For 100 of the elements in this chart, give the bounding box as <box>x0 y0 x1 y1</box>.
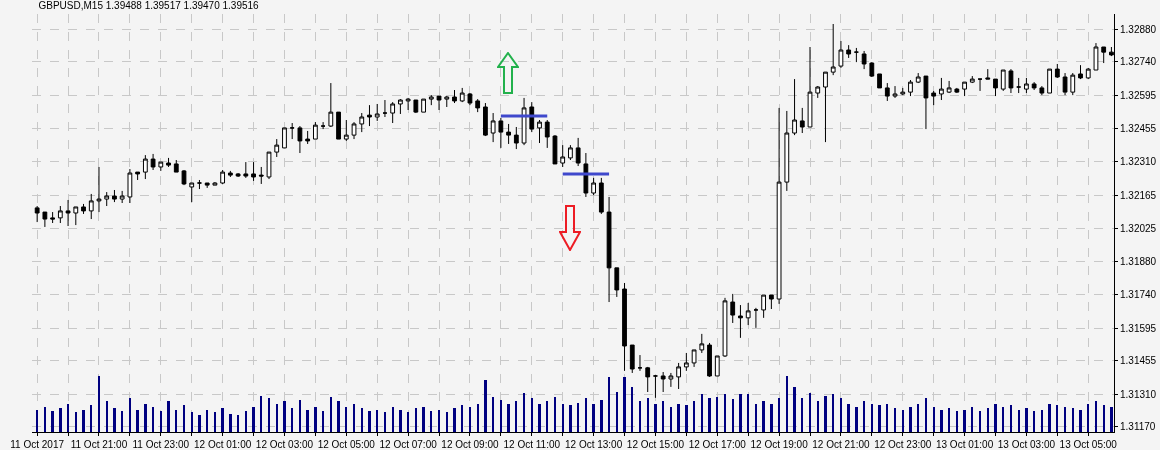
candlestick <box>622 282 627 372</box>
candlestick <box>513 126 519 150</box>
candlestick <box>753 307 759 329</box>
candlestick <box>274 138 280 158</box>
candlestick <box>65 199 71 227</box>
x-tick-label: 12 Oct 05:00 <box>317 439 376 450</box>
candlestick <box>683 352 689 372</box>
candlestick <box>1039 85 1045 96</box>
bar <box>623 377 626 432</box>
candlestick <box>189 182 195 203</box>
candlestick <box>598 177 604 215</box>
candlestick <box>939 77 944 101</box>
candlestick <box>969 75 975 84</box>
bar <box>600 399 603 432</box>
bar <box>221 408 224 432</box>
candlestick <box>892 85 898 99</box>
bar <box>685 405 688 432</box>
bar <box>198 415 201 432</box>
candlestick <box>235 172 241 178</box>
candlestick <box>1016 77 1022 94</box>
candlestick <box>946 80 952 94</box>
y-tick-label: 1.31595 <box>1120 322 1157 334</box>
candlestick <box>745 302 751 326</box>
candlestick <box>900 87 906 96</box>
candlestick <box>629 344 635 374</box>
candlestick <box>1078 64 1083 80</box>
candlestick <box>1101 46 1107 64</box>
candlestick <box>993 78 998 97</box>
candlestick <box>96 166 102 213</box>
bar <box>1048 404 1051 432</box>
chart-title: GBPUSD,M15 1.39488 1.39517 1.39470 1.39516 <box>38 0 260 12</box>
bar <box>229 413 232 432</box>
candlestick <box>877 73 882 89</box>
candlestick <box>544 119 550 149</box>
candlestick <box>382 99 388 118</box>
candlestick <box>614 267 620 298</box>
y-tick-label: 1.32740 <box>1120 56 1157 68</box>
bar <box>824 395 827 432</box>
candlestick <box>444 95 450 108</box>
y-tick-label: 1.32595 <box>1120 90 1157 102</box>
candlestick <box>34 205 40 223</box>
candlestick <box>784 110 790 192</box>
candlestick <box>815 85 821 99</box>
x-tick-label: 13 Oct 03:00 <box>997 439 1056 450</box>
candlestick <box>1062 72 1068 96</box>
bar <box>677 404 680 432</box>
candlestick <box>467 92 473 106</box>
bar <box>82 409 85 432</box>
candlestick <box>204 182 210 189</box>
candlestick <box>483 102 488 137</box>
candlestick <box>853 47 859 63</box>
x-tick-label: 13 Oct 05:00 <box>1059 439 1118 450</box>
candlestick <box>506 123 511 145</box>
bar <box>306 409 309 432</box>
candlestick <box>367 104 372 127</box>
candlestick <box>575 137 581 167</box>
y-tick-label: 1.31170 <box>1120 421 1156 433</box>
x-tick-label: 12 Oct 19:00 <box>750 439 809 450</box>
bar <box>1079 409 1082 432</box>
candlestick <box>428 94 434 106</box>
candlestick <box>591 177 596 196</box>
y-tick-label: 1.32025 <box>1120 222 1157 234</box>
bar <box>314 406 317 432</box>
candlestick <box>343 119 349 142</box>
candlestick <box>792 78 797 136</box>
candlestick <box>653 374 658 399</box>
candlestick <box>807 46 813 128</box>
y-tick-label: 1.31740 <box>1120 288 1157 300</box>
candlestick <box>328 82 334 128</box>
candlestick <box>884 82 890 102</box>
bar <box>963 409 966 432</box>
candlestick <box>50 211 55 224</box>
y-tick-label: 1.31880 <box>1120 256 1157 268</box>
x-tick-label: 11 Oct 23:00 <box>132 439 190 450</box>
bar <box>994 404 997 432</box>
candlestick <box>985 68 991 80</box>
candlestick <box>668 372 674 388</box>
candlestick <box>158 161 164 172</box>
candlestick <box>336 111 341 140</box>
candlestick <box>452 89 457 104</box>
x-tick-label: 12 Oct 07:00 <box>379 439 438 450</box>
bar <box>1025 408 1028 432</box>
candlestick <box>823 71 828 143</box>
bar <box>708 398 711 432</box>
candlestick <box>962 81 967 97</box>
bar <box>569 405 572 432</box>
candlestick <box>421 98 426 113</box>
x-tick-label: 11 Oct 21:00 <box>70 439 128 450</box>
x-tick-label: 13 Oct 01:00 <box>935 439 994 450</box>
candlestick <box>954 87 960 94</box>
candlestick <box>606 196 612 303</box>
bar <box>909 406 912 432</box>
candlestick <box>714 355 720 377</box>
bar <box>793 387 796 432</box>
candlestick <box>359 112 365 133</box>
candlestick <box>1024 77 1029 94</box>
bar <box>1110 406 1113 432</box>
candlestick <box>1000 69 1006 92</box>
candlestick <box>173 159 179 173</box>
candlestick <box>738 304 743 339</box>
